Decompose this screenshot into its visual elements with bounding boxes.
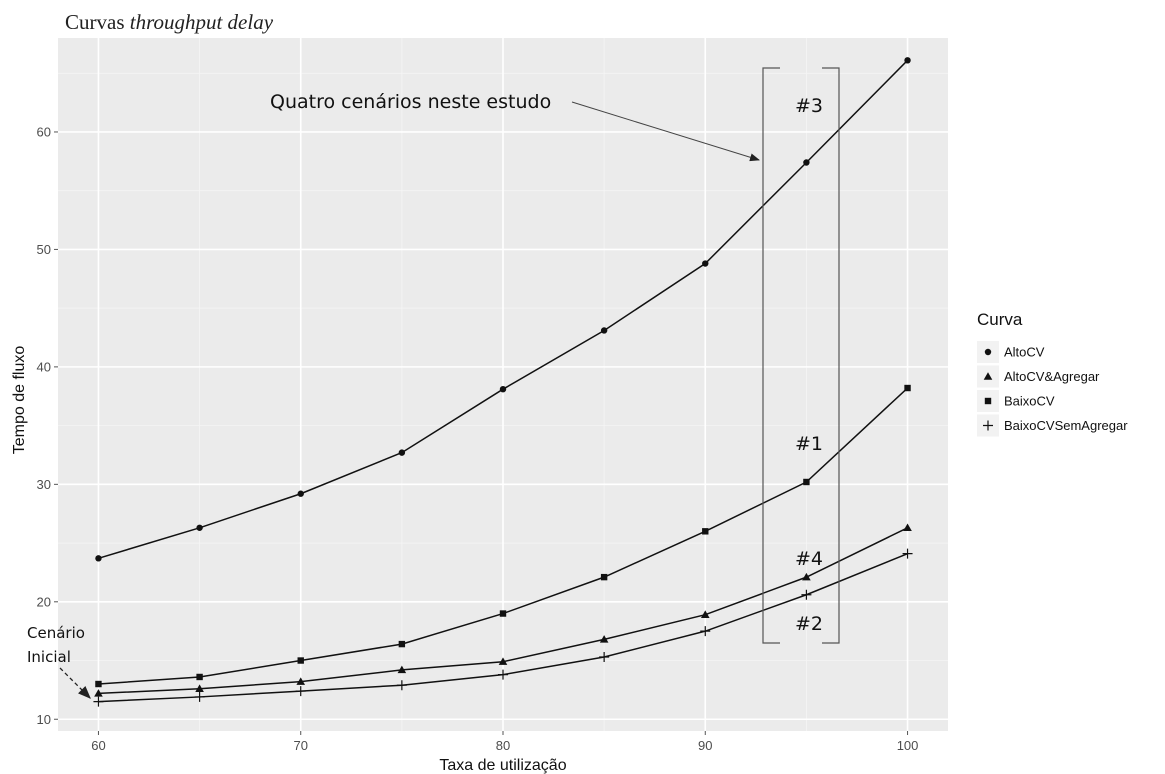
data-point-triangle: [599, 635, 609, 643]
legend-label: AltoCV: [1004, 345, 1045, 360]
legend-key-square: [984, 397, 992, 405]
x-tick-label: 70: [293, 738, 307, 753]
data-point-circle: [95, 555, 102, 562]
series-layer: [93, 57, 913, 707]
data-point-square: [499, 610, 507, 617]
data-point-triangle: [296, 677, 306, 685]
series-triangle: [94, 523, 912, 697]
scenario-3-label: #3: [795, 95, 823, 117]
x-tick-label: 100: [897, 738, 919, 753]
legend-item: AltoCV&Agregar: [977, 365, 1100, 388]
legend-items: AltoCV AltoCV&Agregar BaixoCV BaixoCVSemAgr…: [977, 341, 1128, 437]
x-tick-label: 60: [91, 738, 105, 753]
legend-key-circle: [984, 348, 992, 356]
legend-key-triangle: [983, 372, 993, 380]
data-point-circle: [297, 490, 304, 497]
data-point-square: [803, 478, 810, 486]
chart-title-italic: throughput delay: [130, 10, 274, 34]
chart-title: Curvas throughput delay: [65, 10, 274, 34]
data-point-circle: [803, 159, 810, 166]
data-point-triangle: [195, 684, 204, 692]
data-point-triangle: [397, 665, 407, 674]
legend-item: BaixoCV: [977, 390, 1055, 412]
x-axis-title: Taxa de utilização: [439, 757, 566, 774]
grid-lines: [58, 38, 948, 731]
data-point-triangle: [802, 572, 811, 581]
legend: Curva AltoCV AltoCV&Agregar BaixoCV BaixoCV…: [977, 310, 1128, 437]
legend-label: BaixoCV: [1004, 394, 1055, 409]
x-tick-label: 80: [496, 738, 510, 753]
annotations: Quatro cenários neste estudo #3 #1 #4 #2…: [27, 67, 840, 699]
legend-title: Curva: [977, 310, 1023, 329]
data-point-plus: [902, 548, 913, 559]
series-plus: [93, 548, 913, 707]
bracket-right: [822, 67, 840, 644]
y-tick-label: 60: [37, 124, 51, 139]
initial-scenario-label-line1: Cenário: [27, 624, 85, 642]
data-point-plus: [599, 652, 610, 663]
y-tick-label: 10: [37, 712, 51, 727]
y-tick-label: 40: [37, 359, 51, 374]
data-point-plus: [396, 680, 407, 691]
data-point-square: [297, 657, 304, 664]
data-point-circle: [702, 260, 709, 267]
callout-arrow: [571, 101, 760, 162]
initial-scenario-arrow: [59, 667, 91, 699]
callout-label: Quatro cenários neste estudo: [270, 91, 551, 113]
axis-ticks: 60 70 80 90 100 10 20 30 40 50 60: [37, 124, 919, 753]
data-point-square: [904, 384, 911, 392]
data-point-plus: [93, 696, 104, 707]
y-axis-title: Tempo de fluxo: [11, 346, 28, 455]
data-point-triangle: [903, 523, 912, 532]
scenario-1-label: #1: [795, 433, 823, 455]
data-point-circle: [600, 327, 608, 334]
initial-scenario-label-line2: Inicial: [27, 648, 71, 666]
y-tick-label: 20: [37, 594, 51, 609]
y-tick-label: 50: [37, 242, 51, 257]
data-point-triangle: [94, 689, 103, 697]
data-point-plus: [700, 626, 711, 637]
data-point-triangle: [700, 610, 710, 618]
data-point-triangle: [498, 657, 508, 665]
legend-item: BaixoCVSemAgregar: [977, 414, 1128, 437]
data-point-circle: [499, 385, 507, 393]
data-point-square: [702, 528, 709, 535]
data-point-square: [95, 680, 102, 688]
data-point-plus: [295, 686, 306, 697]
data-point-square: [398, 640, 406, 648]
series-square: [95, 384, 911, 688]
scenario-2-label: #2: [795, 613, 823, 635]
data-point-plus: [498, 669, 508, 680]
data-point-plus: [801, 589, 812, 600]
legend-label: AltoCV&Agregar: [1004, 369, 1100, 384]
data-point-square: [196, 673, 203, 681]
data-point-circle: [196, 524, 203, 531]
series-circle: [95, 57, 911, 562]
x-tick-label: 90: [698, 738, 712, 753]
legend-label: BaixoCVSemAgregar: [1004, 418, 1128, 433]
y-tick-label: 30: [37, 477, 51, 492]
bracket-left: [762, 67, 780, 644]
data-point-plus: [194, 691, 205, 702]
data-point-square: [600, 573, 608, 581]
legend-key-plus: [983, 420, 993, 431]
scenario-4-label: #4: [795, 548, 823, 570]
chart-title-prefix: Curvas: [65, 10, 130, 34]
data-point-circle: [904, 57, 911, 64]
legend-item: AltoCV: [977, 341, 1045, 363]
data-point-circle: [398, 449, 406, 456]
